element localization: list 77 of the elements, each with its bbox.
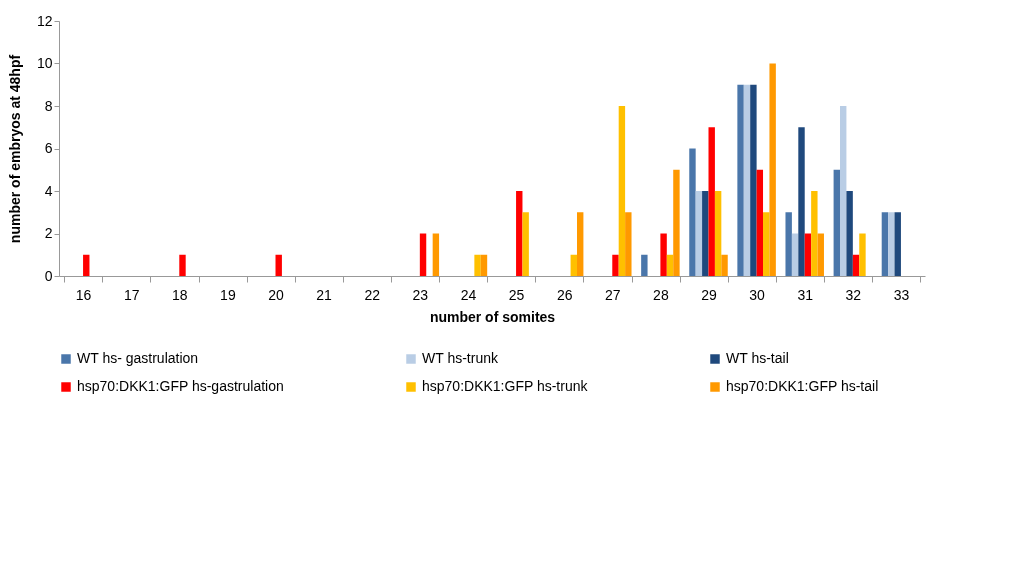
x-tick-label: 17 [123,286,140,303]
y-tick-label: 8 [44,97,53,114]
x-axis-title: number of somites [429,308,556,325]
bar [769,63,776,276]
bar [432,233,440,276]
y-axis-title: number of embryos at 48hpf [6,54,23,244]
bar [750,84,757,276]
bar [833,169,840,276]
y-tick-label: 10 [36,55,53,71]
bar [852,254,860,276]
bar [612,254,619,276]
x-tick-label: 26 [556,286,573,303]
bar [641,254,648,276]
x-tick-label: 23 [412,286,429,303]
x-tick-label: 24 [460,286,477,303]
y-tick-label: 2 [44,225,53,241]
bar [695,191,703,276]
bar [714,191,722,276]
bar [522,212,529,276]
bar [419,233,427,276]
x-tick-label: 33 [893,286,910,303]
bar [859,233,866,276]
x-tick-label: 19 [220,286,236,303]
bar [702,191,709,276]
bar [798,127,805,276]
bar [666,254,674,276]
bar [756,169,764,276]
bar [737,84,744,276]
legend-label: WT hs-trunk [422,350,499,366]
bar [618,106,626,276]
bar [673,169,680,276]
bar [275,254,282,276]
bar [708,127,715,276]
x-tick-label: 20 [268,286,284,303]
legend-label: hsp70:DKK1:GFP hs-trunk [422,378,589,394]
y-tick-label: 4 [44,182,53,199]
x-tick-label: 16 [75,286,92,303]
bar [881,212,889,276]
bar [817,233,824,276]
bar [804,233,812,276]
bar [480,254,488,276]
bar [840,106,847,276]
bar [625,212,632,276]
x-tick-label: 21 [316,286,333,303]
bar [743,84,751,276]
bar [570,254,577,276]
bar [660,233,667,276]
y-tick-label: 12 [36,12,53,29]
bar [577,212,584,276]
legend-label: hsp70:DKK1:GFP hs-tail [726,378,879,394]
bar [811,191,818,276]
bar [846,191,853,276]
x-tick-label: 27 [604,286,621,303]
bar [83,254,90,276]
x-tick-label: 25 [508,286,525,303]
y-tick-label: 6 [44,140,53,156]
bar [763,212,770,276]
x-tick-label: 18 [171,286,188,303]
legend-label: hsp70:DKK1:GFP hs-gastrulation [77,378,284,394]
bar [791,233,799,276]
bar [516,191,523,276]
bar [721,254,728,276]
bar [474,254,481,276]
legend-label: WT hs- gastrulation [77,350,199,366]
x-tick-label: 30 [749,286,766,303]
x-tick-label: 32 [845,286,862,303]
x-tick-label: 22 [364,286,381,303]
bar [894,212,901,276]
bar [179,254,186,276]
legend-label: WT hs-tail [726,350,789,366]
bar [888,212,895,276]
x-tick-label: 28 [653,286,669,303]
bar [689,148,696,276]
y-tick-label: 0 [44,267,53,284]
bar [785,212,792,276]
x-tick-label: 31 [797,286,814,303]
x-tick-label: 29 [701,286,717,303]
